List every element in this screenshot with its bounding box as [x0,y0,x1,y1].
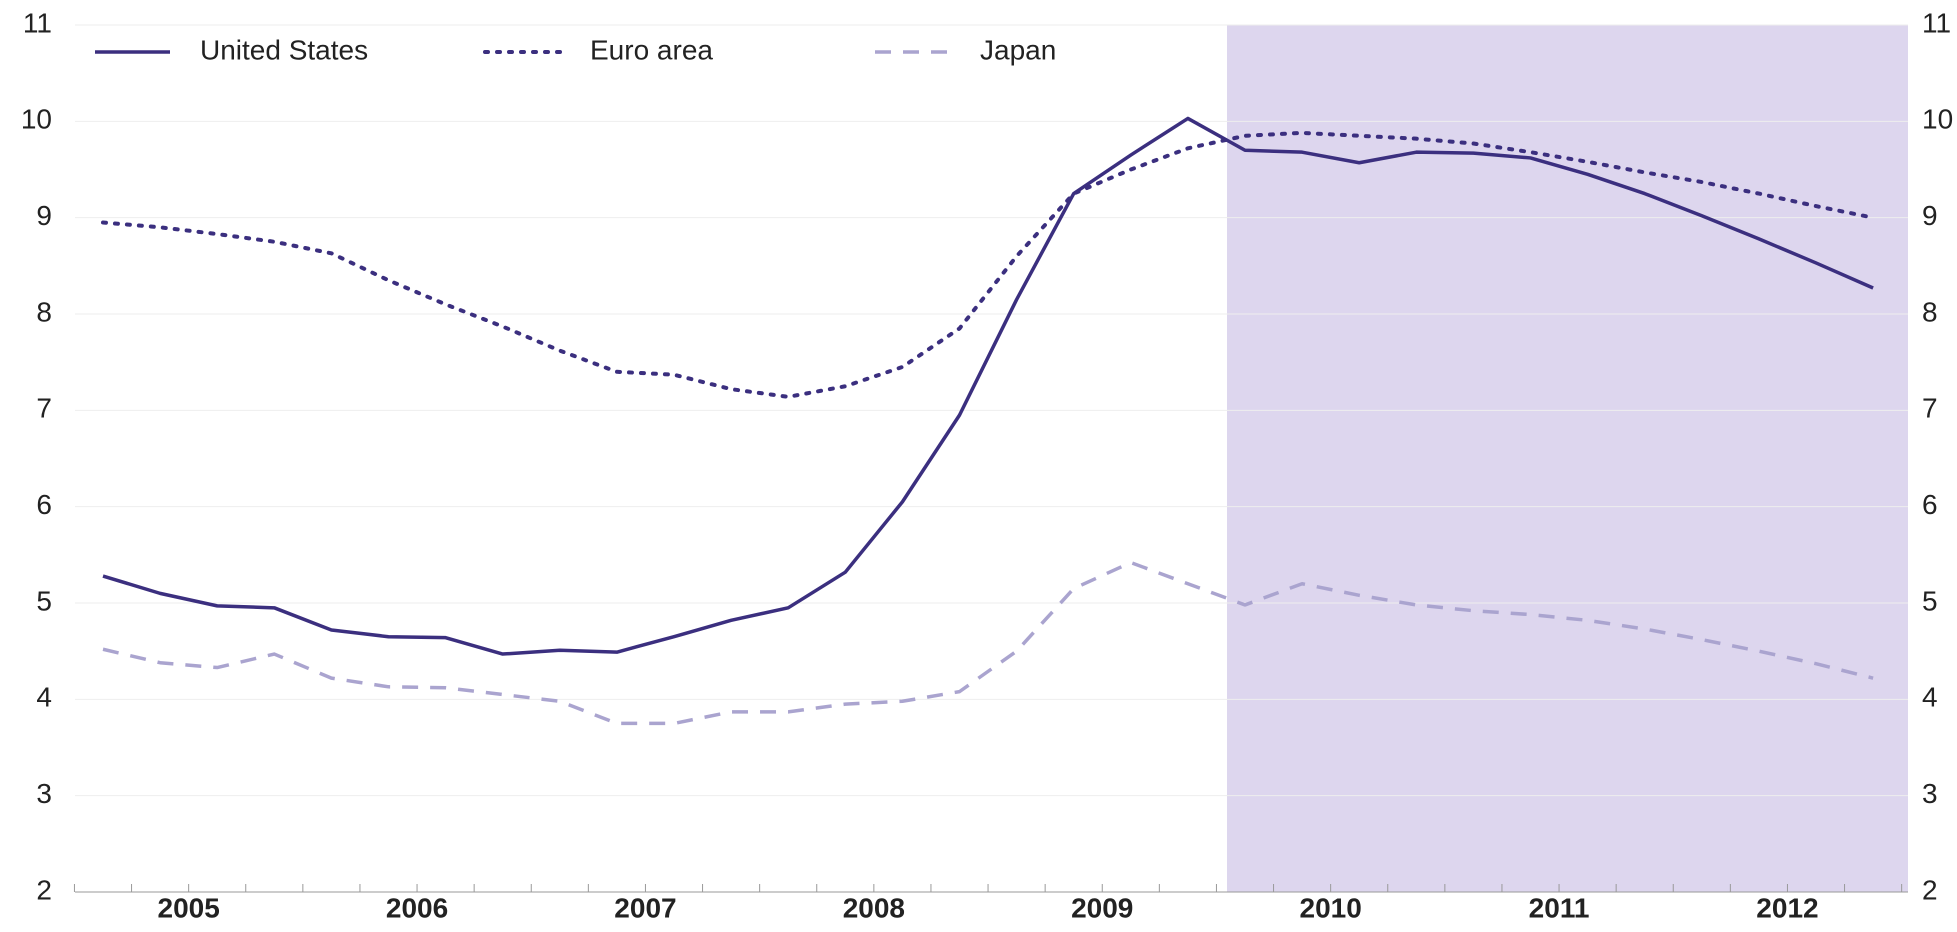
y-tick-label: 6 [36,489,52,520]
x-tick-label: 2012 [1756,892,1818,923]
legend-label: Euro area [590,34,713,65]
y-tick-label: 11 [23,7,52,38]
legend-label: United States [200,34,368,65]
x-tick-label: 2011 [1529,892,1590,923]
series-line [102,560,1874,726]
x-tick-label: 2005 [158,892,220,923]
y-tick-label: 4 [36,682,52,713]
series-line [101,130,1876,399]
y2-tick-label: 7 [1922,393,1938,424]
y2-tick-label: 5 [1922,585,1938,616]
y2-tick-label: 8 [1922,296,1938,327]
y-tick-label: 2 [36,874,52,905]
y2-tick-label: 9 [1922,200,1938,231]
x-tick-label: 2006 [386,892,448,923]
y-tick-label: 9 [36,200,52,231]
y-tick-label: 10 [21,104,52,135]
y2-tick-label: 10 [1922,104,1953,135]
y2-tick-label: 11 [1922,7,1951,38]
y2-tick-label: 3 [1922,778,1938,809]
y2-tick-label: 6 [1922,489,1938,520]
y-tick-label: 7 [36,393,52,424]
y-tick-label: 8 [36,296,52,327]
series-line [102,116,1874,656]
y2-tick-label: 2 [1922,874,1938,905]
y-tick-label: 5 [36,585,52,616]
y2-tick-label: 4 [1922,682,1938,713]
y-tick-label: 3 [36,778,52,809]
x-tick-label: 2007 [614,892,676,923]
projection-shade [1227,25,1908,892]
x-tick-label: 2010 [1300,892,1362,923]
x-tick-label: 2008 [843,892,905,923]
legend-label: Japan [980,34,1056,65]
x-tick-label: 2009 [1071,892,1133,923]
